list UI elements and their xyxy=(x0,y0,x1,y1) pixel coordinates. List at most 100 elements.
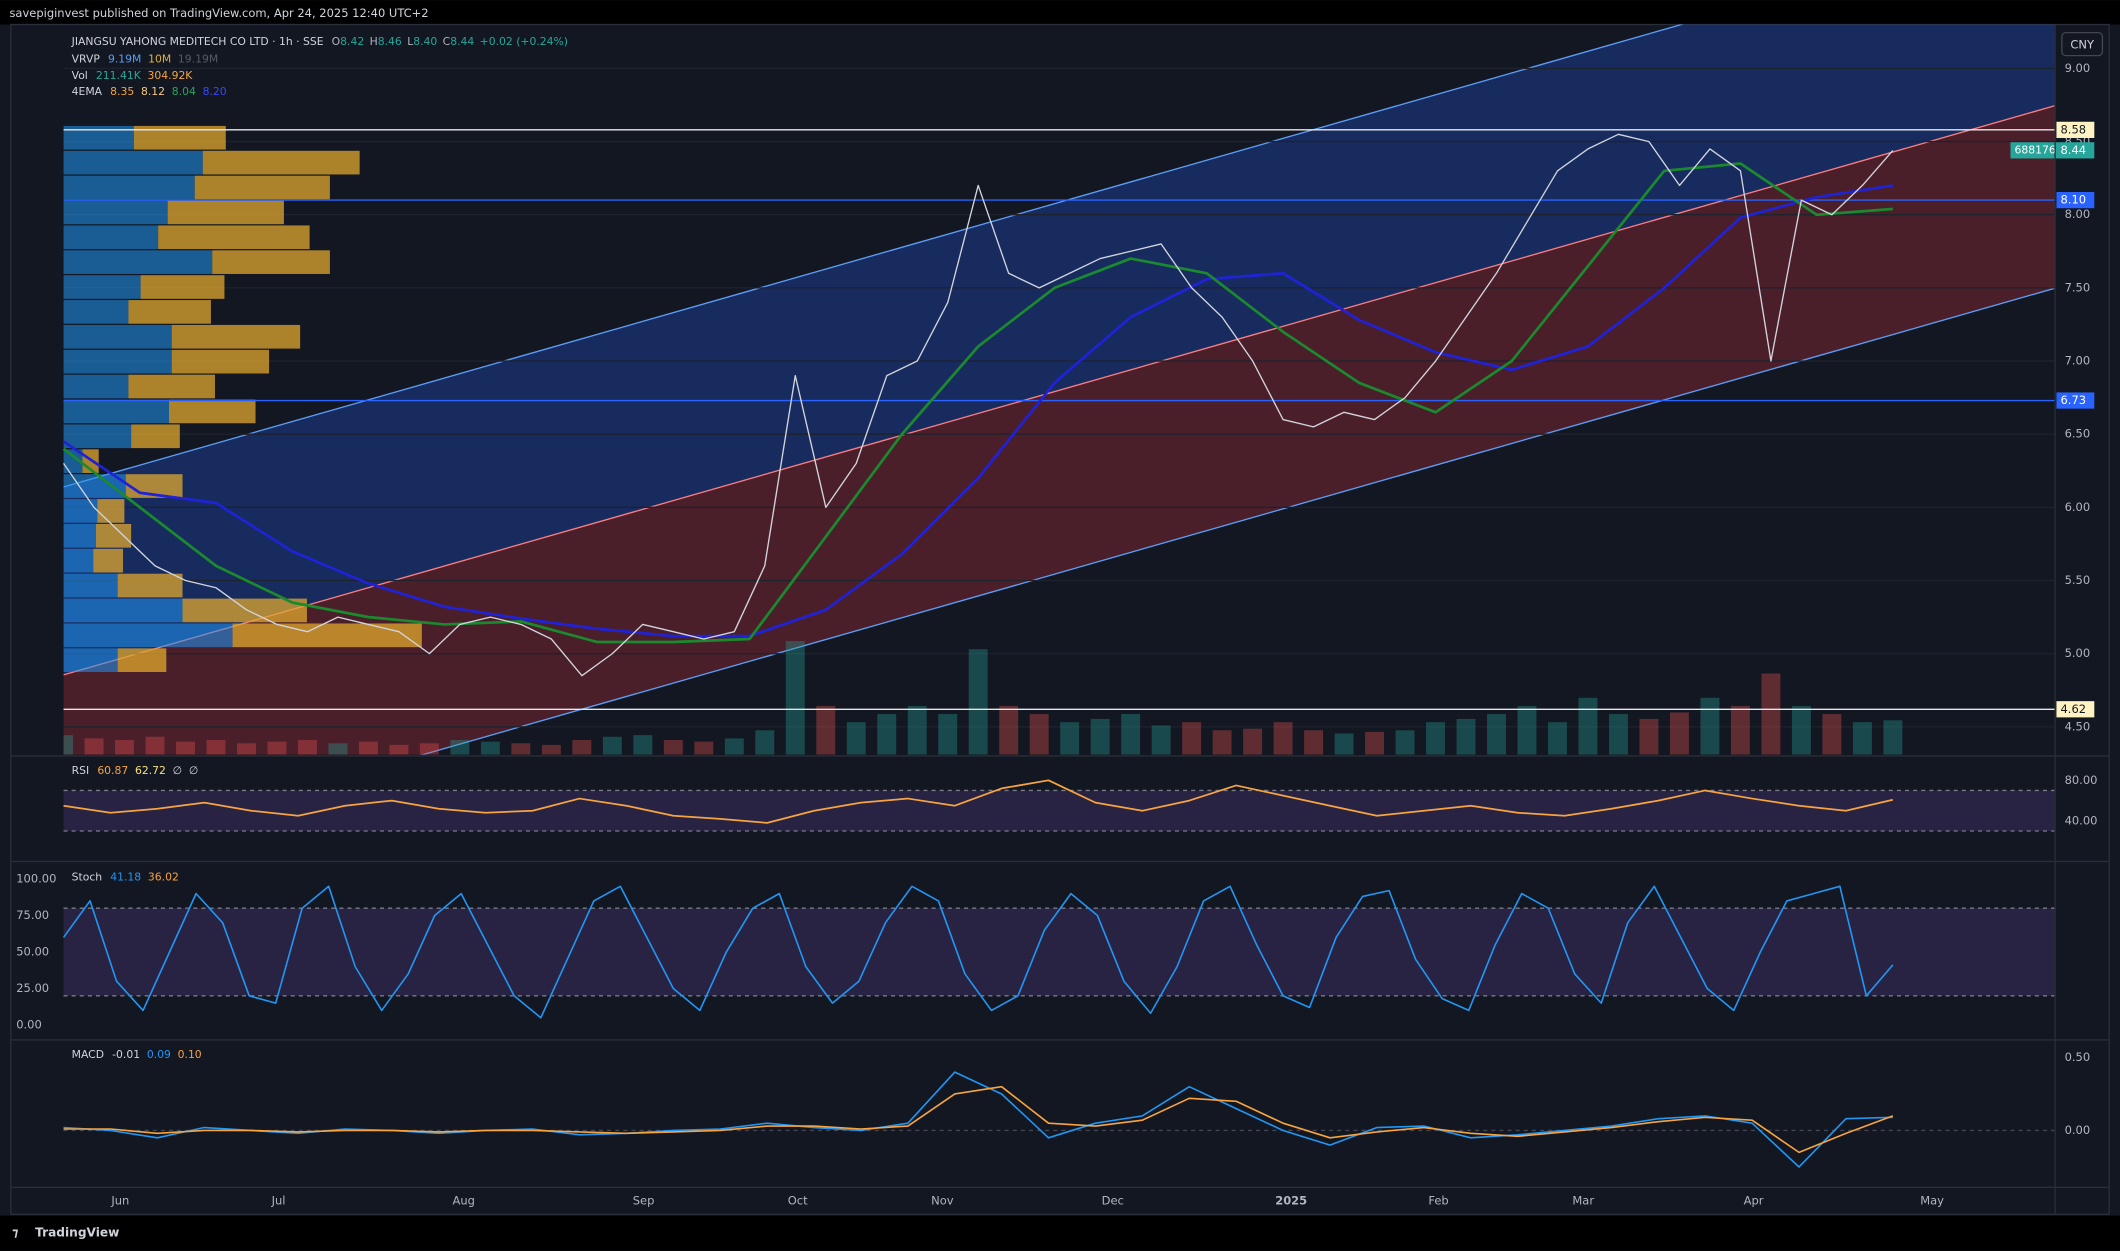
volume-bar xyxy=(816,705,836,755)
vp-down xyxy=(212,250,330,274)
legend-main: JIANGSU YAHONG MEDITECH CO LTD · 1h · SS… xyxy=(71,35,568,48)
stoch-line xyxy=(62,885,1894,1019)
rsi-line xyxy=(63,779,1894,824)
vp-up xyxy=(63,573,118,598)
c-val: 8.44 xyxy=(450,35,474,48)
brand-logo: ⁊ xyxy=(12,1226,18,1240)
vp-up xyxy=(63,449,83,473)
val: 304.92K xyxy=(148,69,194,82)
price-tick-label: 8.00 xyxy=(2065,207,2091,221)
volume-bar xyxy=(328,743,348,755)
volume-bar xyxy=(1182,722,1202,755)
channel-line xyxy=(63,24,1684,488)
h-key: H xyxy=(370,35,378,48)
volume-bar xyxy=(602,736,622,755)
time-label: Aug xyxy=(453,1193,475,1207)
volume-bar xyxy=(846,722,866,755)
volume-bar xyxy=(1761,673,1781,755)
c-key: C xyxy=(443,35,451,48)
vp-down xyxy=(128,300,211,324)
val: 19.19M xyxy=(178,53,218,66)
vp-down xyxy=(232,623,422,648)
volume-bar xyxy=(1121,714,1141,755)
name: Vol xyxy=(72,69,88,82)
change: +0.02 (+0.24%) xyxy=(480,35,568,48)
time-label: Mar xyxy=(1572,1193,1594,1207)
vp-down xyxy=(133,125,226,150)
price-pane xyxy=(63,67,2056,755)
tick-label: 0.00 xyxy=(16,1017,42,1031)
val: ∅ xyxy=(189,764,198,777)
val: 10M xyxy=(148,53,171,66)
vp-up xyxy=(63,175,195,200)
val: 211.41K xyxy=(96,69,142,82)
name: RSI xyxy=(72,764,90,777)
volume-bar xyxy=(1669,712,1689,755)
price-tick-label: 6.00 xyxy=(2065,500,2091,514)
volume-bar xyxy=(877,714,897,755)
vp-up xyxy=(63,200,168,225)
level-label: 8.10 xyxy=(2061,193,2087,207)
vp-up xyxy=(63,523,96,548)
level-tag xyxy=(2056,392,2095,409)
vp-up xyxy=(63,225,159,250)
volume-bar xyxy=(237,743,256,755)
last-price-symbol: 688176 xyxy=(2015,143,2056,156)
vp-down xyxy=(131,424,180,449)
price-tick-label: 5.00 xyxy=(2065,646,2091,660)
volume-bar xyxy=(1365,731,1385,755)
channel-lower xyxy=(63,105,2056,755)
channel-line xyxy=(420,287,2056,755)
legend-ema: 4EMA 8.35 8.12 8.04 8.20 xyxy=(72,85,227,98)
volume-bar xyxy=(1243,728,1263,755)
tick-label: 80.00 xyxy=(2065,773,2098,787)
volume-bar xyxy=(419,743,439,755)
currency-button[interactable] xyxy=(2061,31,2104,57)
volume-bar xyxy=(1517,705,1537,755)
val: 36.02 xyxy=(148,871,179,884)
o-val: 8.42 xyxy=(340,35,364,48)
val: 8.20 xyxy=(203,85,227,98)
symbol: JIANGSU YAHONG MEDITECH CO LTD · 1h · SS… xyxy=(71,35,324,48)
chart-frame xyxy=(10,23,2110,1215)
volume-bar xyxy=(541,744,561,755)
level-label: 6.73 xyxy=(2061,393,2087,407)
volume-bar xyxy=(755,730,775,755)
legend-rsi: RSI 60.87 62.72 ∅ ∅ xyxy=(72,764,199,777)
volume-bar xyxy=(1395,730,1415,755)
volume-bar xyxy=(1578,697,1598,755)
time-label: Dec xyxy=(1102,1193,1124,1207)
volume-bar xyxy=(572,740,592,755)
name: Stoch xyxy=(72,871,102,884)
volume-bar xyxy=(358,741,378,755)
vp-down xyxy=(194,175,330,200)
vp-down xyxy=(93,548,124,573)
price-tick-label: 5.50 xyxy=(2065,573,2091,587)
volume-bar xyxy=(907,705,927,755)
val: -0.01 xyxy=(112,1048,140,1061)
vp-down xyxy=(167,200,284,225)
price-tick-label: 9.00 xyxy=(2065,61,2091,75)
vp-down xyxy=(117,573,183,598)
val: 8.12 xyxy=(141,85,165,98)
volume-bar xyxy=(1608,714,1628,755)
vp-up xyxy=(63,125,134,150)
vp-down xyxy=(169,399,256,424)
volume-bar xyxy=(1730,705,1750,755)
vp-up xyxy=(63,548,94,573)
vp-down xyxy=(158,225,310,250)
tick-label: 40.00 xyxy=(2065,813,2098,827)
volume-bar xyxy=(1212,730,1232,755)
tick-label: 0.50 xyxy=(2065,1050,2091,1064)
price-tick-label: 4.50 xyxy=(2065,719,2091,733)
volume-bar xyxy=(1426,722,1445,755)
signal-line xyxy=(63,1085,1894,1154)
time-label: Apr xyxy=(1744,1193,1764,1207)
val: 60.87 xyxy=(97,764,128,777)
level-tag xyxy=(2056,701,2095,718)
time-label: May xyxy=(1920,1193,1944,1207)
l-val: 8.40 xyxy=(413,35,437,48)
ema-line xyxy=(62,162,1893,644)
vp-down xyxy=(117,648,167,673)
volume-bar xyxy=(1090,718,1110,755)
